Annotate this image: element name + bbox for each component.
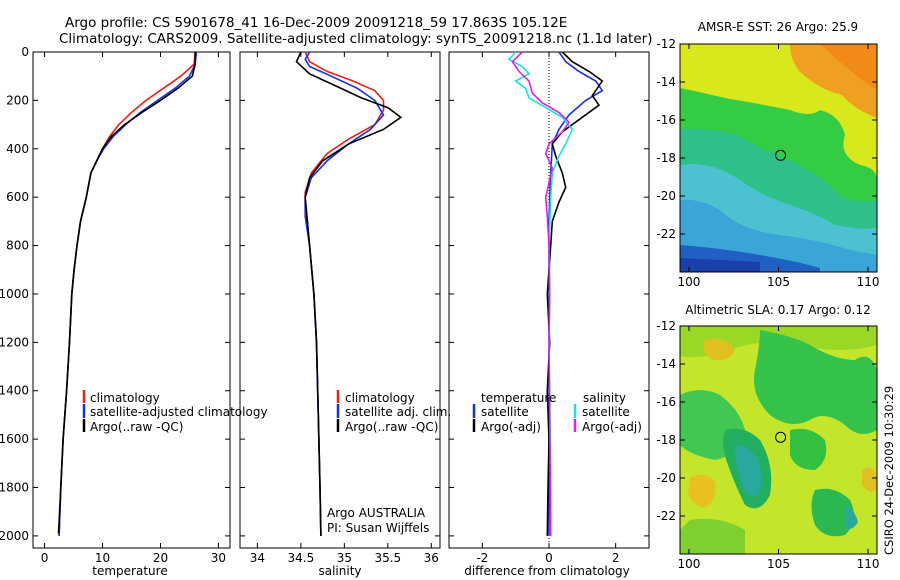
map-y-tick-label: -14 (656, 75, 676, 89)
series-line-temperature-2 (57, 52, 196, 534)
series-line-salinity-2 (295, 51, 403, 536)
map-y-tick-label: -14 (656, 357, 676, 371)
map-y-tick-label: -18 (656, 151, 676, 165)
y-tick-label: 1400 (0, 384, 29, 398)
sla-map-field (680, 326, 877, 554)
map-y-tick-label: -12 (656, 37, 676, 51)
map-x-tick-label: 100 (678, 557, 701, 571)
figure-title-line2: Climatology: CARS2009. Satellite-adjuste… (59, 31, 652, 47)
temperature-legend: climatology satellite-adjusted climatolo… (82, 390, 268, 434)
x-tick-label: 35.5 (374, 551, 401, 565)
legend-header-temperature: temperature (481, 391, 556, 405)
salinity-xlabel: salinity (318, 564, 361, 578)
sst-argo-location-marker (775, 149, 787, 161)
series-line-difference-1 (546, 51, 604, 536)
legend-label-temp-argo: Argo(-adj) (481, 420, 541, 434)
sla-argo-location-marker (775, 431, 787, 443)
map-y-tick-label: -12 (656, 319, 676, 333)
series-line-temperature-1 (58, 51, 198, 536)
series-line-difference-3 (511, 51, 571, 536)
map-x-tick-label: 110 (857, 275, 880, 289)
y-tick-label: 600 (6, 190, 29, 204)
legend-label-sal-argo-adj: Argo(-adj) (582, 420, 642, 434)
temperature-plot-area (57, 51, 198, 536)
salinity-plot-area (295, 51, 403, 536)
map-y-tick-label: -20 (656, 471, 676, 485)
temperature-axis-ticks: 0 10 20 30 0 200 400 600 800 1000 1200 1400 1600 1800… (0, 45, 230, 565)
legend-label-sal-satellite: satellite adj. clim. (345, 405, 451, 419)
legend-label-sal-climatology: climatology (345, 391, 415, 405)
temperature-panel-frame (32, 51, 231, 549)
series-line-difference-0 (548, 51, 604, 536)
float-pi-annotation: PI: Susan Wijffels (327, 521, 429, 535)
y-tick-label: 400 (6, 142, 29, 156)
temperature-xlabel: temperature (92, 564, 167, 578)
y-tick-label: 1200 (0, 335, 29, 349)
x-tick-label: 2 (612, 551, 620, 565)
x-tick-label: 36 (424, 551, 439, 565)
legend-label-temp-satellite: satellite (481, 405, 529, 419)
y-tick-label: 2000 (0, 529, 29, 543)
x-tick-label: 30 (211, 551, 226, 565)
x-tick-label: 34 (250, 551, 265, 565)
x-tick-label: 20 (153, 551, 168, 565)
map-y-tick-label: -20 (656, 189, 676, 203)
legend-header-salinity: salinity (583, 391, 626, 405)
map-y-tick-label: -22 (656, 227, 676, 241)
salinity-panel-frame (239, 51, 441, 549)
map-x-tick-label: 110 (857, 557, 880, 571)
sst-map-title: AMSR-E SST: 26 Argo: 25.9 (698, 20, 858, 34)
y-tick-label: 1600 (0, 432, 29, 446)
y-tick-label: 200 (6, 93, 29, 107)
sla-map-title: Altimetric SLA: 0.17 Argo: 0.12 (685, 303, 870, 317)
sla-map-ticks: 100 105 110 -12 -14 -16 -18 -20 -22 (656, 319, 879, 571)
sst-map-ticks: 100 105 110 -12 -14 -16 -18 -20 -22 (656, 37, 879, 289)
x-tick-label: 10 (95, 551, 110, 565)
map-x-tick-label: 105 (767, 275, 790, 289)
y-tick-label: 0 (21, 45, 29, 59)
difference-xlabel: difference from climatology (464, 564, 630, 578)
legend-label-climatology: climatology (90, 391, 160, 405)
series-line-temperature-0 (58, 51, 196, 536)
map-y-tick-label: -18 (656, 433, 676, 447)
legend-label-argo-raw: Argo(..raw -QC) (90, 420, 183, 434)
difference-plot-area (507, 51, 604, 548)
difference-axis-ticks: -2 0 2 (449, 51, 649, 565)
map-y-tick-label: -22 (656, 509, 676, 523)
salinity-axis-ticks: 34 34.5 35 35.5 36 (240, 51, 440, 565)
figure-title-line1: Argo profile: CS 5901678_41 16-Dec-2009 … (65, 15, 567, 31)
map-x-tick-label: 100 (678, 275, 701, 289)
legend-label-satellite-adjusted: satellite-adjusted climatology (90, 405, 268, 419)
series-line-salinity-0 (304, 51, 385, 536)
difference-legend: temperature salinity satellite Argo(-adj… (472, 391, 642, 434)
y-tick-label: 1800 (0, 481, 29, 495)
x-tick-label: -2 (476, 551, 488, 565)
map-y-tick-label: -16 (656, 113, 676, 127)
x-tick-label: 34.5 (288, 551, 315, 565)
legend-label-sal-argo: Argo(..raw -QC) (345, 420, 438, 434)
map-y-tick-label: -16 (656, 395, 676, 409)
series-line-salinity-1 (304, 51, 385, 536)
x-tick-label: 35 (337, 551, 352, 565)
x-tick-label: 0 (41, 551, 49, 565)
y-tick-label: 1000 (0, 287, 29, 301)
x-tick-label: 0 (545, 551, 553, 565)
map-x-tick-label: 105 (767, 557, 790, 571)
sst-map-field (680, 44, 877, 272)
y-tick-label: 800 (6, 239, 29, 253)
legend-label-sal-sat: satellite (582, 405, 630, 419)
salinity-legend: climatology satellite adj. clim. Argo(..… (336, 390, 451, 434)
csiro-timestamp: CSIRO 24-Dec-2009 10:30:29 (882, 386, 896, 555)
float-owner-annotation: Argo AUSTRALIA (327, 506, 426, 520)
